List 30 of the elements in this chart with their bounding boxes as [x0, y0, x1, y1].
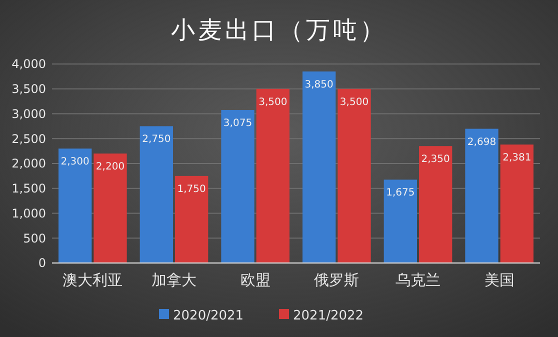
x-tick-label: 美国: [484, 271, 514, 289]
y-tick-label: 500: [23, 231, 46, 246]
y-tick-label: 1,000: [12, 206, 46, 220]
data-label: 1,750: [177, 184, 206, 195]
y-tick-label: 1,500: [12, 182, 46, 196]
y-tick-label: 3,000: [12, 106, 46, 121]
y-tick-label: 4,000: [12, 57, 46, 72]
x-tick-label: 俄罗斯: [314, 271, 360, 289]
y-tick-label: 2,500: [12, 132, 46, 146]
data-label: 2,750: [142, 134, 171, 146]
data-label: 3,500: [258, 96, 288, 108]
y-tick-label: 3,500: [12, 82, 46, 96]
x-tick-label: 澳大利亚: [62, 271, 123, 289]
x-tick-label: 乌克兰: [396, 271, 440, 289]
data-label: 2,350: [421, 154, 450, 166]
data-label: 3,850: [304, 79, 334, 90]
chart-title: 小麦出口（万吨）: [171, 16, 387, 44]
data-label: 2,698: [467, 136, 496, 148]
legend-label: 2021/2022: [293, 308, 364, 324]
x-tick-label: 欧盟: [240, 271, 270, 289]
y-tick-label: 2,000: [12, 156, 46, 171]
x-tick-label: 加拿大: [152, 271, 196, 289]
data-label: 2,200: [96, 162, 125, 173]
data-label: 3,500: [340, 96, 369, 108]
data-label: 1,675: [386, 188, 415, 199]
data-label: 2,381: [502, 152, 532, 164]
y-tick-label: 0: [38, 256, 46, 270]
data-label: 3,075: [223, 118, 252, 130]
legend-label: 2020/2021: [173, 308, 244, 324]
data-label: 2,300: [60, 156, 90, 168]
